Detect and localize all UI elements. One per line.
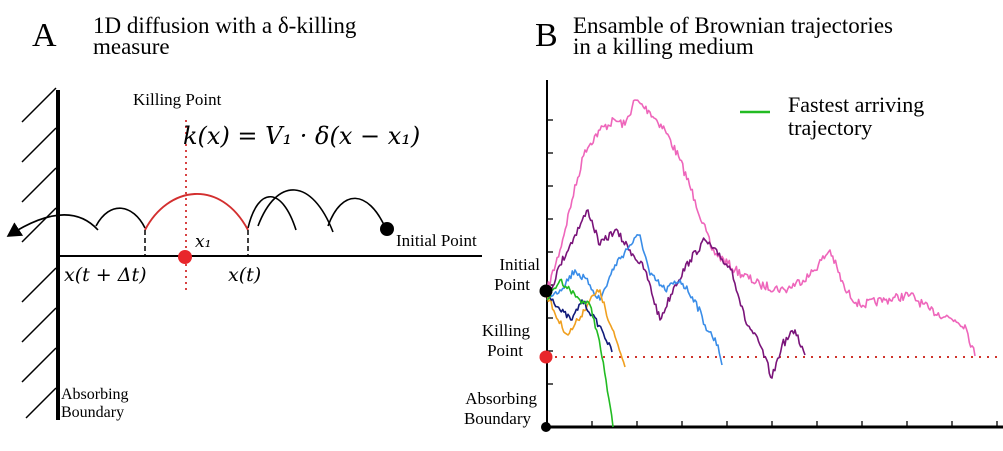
highlighted-jump-arc — [144, 193, 249, 231]
absorbing-label-line2: Boundary — [61, 404, 124, 421]
legend-label-line1: Fastest arriving — [788, 92, 924, 117]
panel-a-title-line1: 1D diffusion with a δ-killing — [93, 13, 357, 38]
killing-point-label: Killing Point — [133, 90, 222, 109]
initial-point-marker — [539, 284, 553, 298]
killing-point-marker — [539, 350, 553, 364]
initial-label-line1: Initial — [499, 255, 540, 274]
trajectory-navy — [546, 290, 613, 353]
panel-a-letter: A — [32, 17, 57, 54]
panel-b-title-line2: in a killing medium — [573, 34, 754, 59]
panel-b-title-line1: Ensamble of Brownian trajectories — [573, 13, 893, 38]
legend: Fastest arriving trajectory — [740, 92, 924, 140]
initial-point-label: Initial Point — [396, 231, 477, 250]
absorbing-label-b-line2: Boundary — [464, 409, 532, 428]
axis-ticks — [547, 119, 998, 427]
wall-hatching — [21, 87, 57, 419]
panel-a-title-line2: measure — [93, 34, 170, 59]
absorbing-label-b-line1: Absorbing — [465, 389, 537, 408]
trajectory-purple — [546, 209, 806, 379]
legend-label-line2: trajectory — [788, 115, 872, 140]
absorbing-label-line1: Absorbing — [61, 386, 129, 403]
panel-b-letter: B — [535, 17, 558, 54]
panel-b: B Ensamble of Brownian trajectories in a… — [464, 13, 1003, 432]
initial-point-dot — [380, 222, 394, 236]
absorbing-boundary-marker — [541, 422, 551, 432]
jump-arcs — [6, 189, 386, 237]
killing-formula: k(x) = V₁ · δ(x − x₁) — [183, 122, 420, 150]
x-t-dt-label: x(t + Δt) — [64, 264, 147, 286]
killing-point-dot — [178, 250, 192, 264]
trajectory-blue — [546, 234, 723, 366]
brownian-trajectories — [546, 99, 976, 428]
killing-label-line1: Killing — [482, 321, 531, 340]
trajectory-orange — [546, 288, 626, 368]
trajectory-fastest — [546, 278, 614, 428]
x1-label: x₁ — [195, 232, 211, 252]
initial-label-line2: Point — [494, 275, 530, 294]
killing-label-line2: Point — [487, 341, 523, 360]
panel-a: A 1D diffusion with a δ-killing measure … — [6, 13, 482, 421]
x-t-label: x(t) — [228, 264, 261, 286]
trajectory-pink — [546, 99, 976, 357]
